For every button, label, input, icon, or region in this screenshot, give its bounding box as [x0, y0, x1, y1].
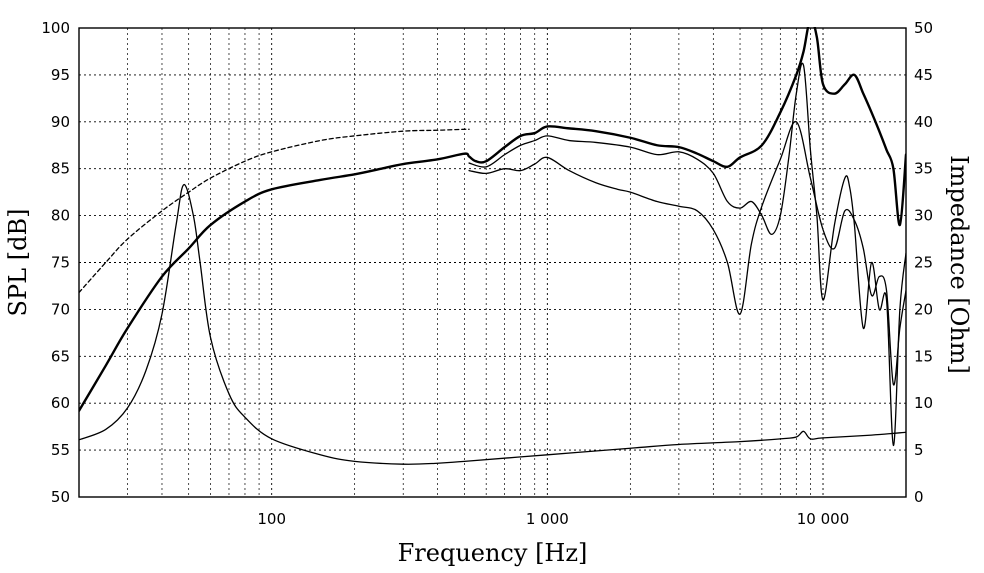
y2-tick-label: 15	[914, 347, 933, 365]
x-axis-title: Frequency [Hz]	[398, 539, 588, 567]
plot-frame	[78, 27, 907, 498]
y-tick-label: 100	[41, 19, 70, 37]
series-line-1	[468, 62, 906, 447]
y-tick-label: 60	[51, 394, 70, 412]
y2-tick-label: 30	[914, 207, 933, 225]
x-tick-label: 1 000	[526, 510, 569, 528]
y2-tick-label: 45	[914, 66, 933, 84]
y2-tick-label: 50	[914, 19, 933, 37]
y2-tick-label: 35	[914, 160, 933, 178]
major-gridlines	[79, 28, 906, 497]
series-line-3	[79, 128, 470, 294]
x-tick-label: 100	[257, 510, 286, 528]
y-tick-label: 70	[51, 300, 70, 318]
y-tick-label: 65	[51, 347, 70, 365]
minor-gridlines	[127, 28, 811, 497]
y2-tick-label: 20	[914, 300, 933, 318]
y2-tick-label: 0	[914, 488, 924, 506]
series-line-0	[79, 27, 906, 412]
y-tick-label: 90	[51, 113, 70, 131]
series-line-4	[79, 183, 906, 465]
y-axis-title: SPL [dB]	[4, 209, 32, 317]
y-tick-label: 95	[51, 66, 70, 84]
y-tick-label: 50	[51, 488, 70, 506]
y-tick-label: 55	[51, 441, 70, 459]
y2-tick-label: 10	[914, 394, 933, 412]
series-group	[79, 27, 906, 465]
y2-tick-label: 25	[914, 254, 933, 272]
y2-tick-label: 40	[914, 113, 933, 131]
series-layer	[79, 27, 906, 465]
y2-axis-title: Impedance [Ohm]	[945, 155, 973, 374]
series-line-2	[468, 121, 906, 386]
y-tick-label: 85	[51, 160, 70, 178]
y-tick-label: 75	[51, 254, 70, 272]
x-tick-label: 10 000	[797, 510, 850, 528]
y-tick-label: 80	[51, 207, 70, 225]
y2-tick-label: 5	[914, 441, 924, 459]
